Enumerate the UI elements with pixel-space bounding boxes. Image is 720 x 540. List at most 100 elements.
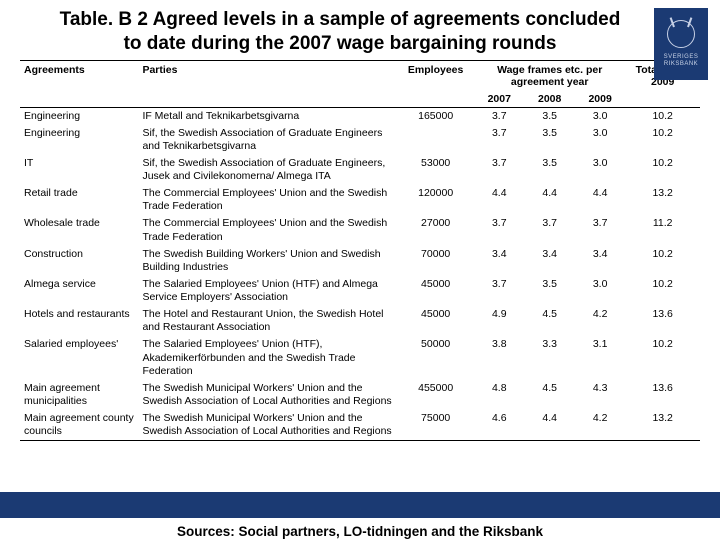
crest-icon — [667, 20, 695, 48]
cell-2007: 3.7 — [474, 107, 524, 125]
table-row: Retail tradeThe Commercial Employees' Un… — [20, 185, 700, 215]
cell-total: 13.6 — [625, 306, 700, 336]
cell-agreement: Construction — [20, 246, 138, 276]
cell-employees: 50000 — [397, 336, 474, 379]
cell-parties: The Swedish Municipal Workers' Union and… — [138, 380, 397, 410]
cell-agreement: Engineering — [20, 125, 138, 155]
title-block: Table. B 2 Agreed levels in a sample of … — [0, 0, 720, 60]
cell-2009: 3.0 — [575, 125, 625, 155]
cell-employees: 45000 — [397, 276, 474, 306]
col-agreements: Agreements — [20, 60, 138, 107]
cell-2008: 3.7 — [524, 215, 574, 245]
cell-parties: The Commercial Employees' Union and the … — [138, 185, 397, 215]
cell-2009: 3.0 — [575, 155, 625, 185]
logo-text: SVERIGES RIKSBANK — [664, 54, 699, 67]
cell-2008: 3.4 — [524, 246, 574, 276]
cell-agreement: Almega service — [20, 276, 138, 306]
col-wage-frames: Wage frames etc. per agreement year — [474, 60, 625, 90]
cell-agreement: Wholesale trade — [20, 215, 138, 245]
cell-2008: 4.5 — [524, 306, 574, 336]
col-parties: Parties — [138, 60, 397, 107]
cell-2009: 3.1 — [575, 336, 625, 379]
cell-employees: 120000 — [397, 185, 474, 215]
col-2008: 2008 — [524, 90, 574, 108]
cell-2008: 4.4 — [524, 185, 574, 215]
cell-parties: The Swedish Municipal Workers' Union and… — [138, 410, 397, 441]
table-row: ConstructionThe Swedish Building Workers… — [20, 246, 700, 276]
logo-line2: RIKSBANK — [664, 61, 698, 67]
col-2007: 2007 — [474, 90, 524, 108]
cell-2007: 4.8 — [474, 380, 524, 410]
cell-2007: 3.4 — [474, 246, 524, 276]
table-body: EngineeringIF Metall and Teknikarbetsgiv… — [20, 107, 700, 441]
cell-parties: IF Metall and Teknikarbetsgivarna — [138, 107, 397, 125]
cell-parties: The Swedish Building Workers' Union and … — [138, 246, 397, 276]
cell-total: 10.2 — [625, 107, 700, 125]
table-row: ITSif, the Swedish Association of Gradua… — [20, 155, 700, 185]
riksbank-logo: SVERIGES RIKSBANK — [654, 8, 708, 80]
cell-2008: 4.5 — [524, 380, 574, 410]
cell-2007: 4.9 — [474, 306, 524, 336]
cell-total: 13.2 — [625, 410, 700, 441]
table-head: Agreements Parties Employees Wage frames… — [20, 60, 700, 107]
cell-agreement: Main agreement county councils — [20, 410, 138, 441]
cell-2009: 4.2 — [575, 306, 625, 336]
cell-agreement: Retail trade — [20, 185, 138, 215]
cell-employees: 70000 — [397, 246, 474, 276]
table-row: Hotels and restaurantsThe Hotel and Rest… — [20, 306, 700, 336]
cell-agreement: Engineering — [20, 107, 138, 125]
cell-2008: 3.5 — [524, 155, 574, 185]
cell-employees — [397, 125, 474, 155]
logo-line1: SVERIGES — [664, 54, 699, 60]
cell-total: 10.2 — [625, 246, 700, 276]
cell-2008: 3.3 — [524, 336, 574, 379]
cell-2009: 3.0 — [575, 107, 625, 125]
cell-2009: 4.4 — [575, 185, 625, 215]
cell-2007: 3.8 — [474, 336, 524, 379]
cell-employees: 455000 — [397, 380, 474, 410]
cell-2009: 3.0 — [575, 276, 625, 306]
cell-2008: 3.5 — [524, 107, 574, 125]
cell-2007: 3.7 — [474, 276, 524, 306]
cell-2008: 3.5 — [524, 276, 574, 306]
cell-employees: 75000 — [397, 410, 474, 441]
cell-2009: 4.3 — [575, 380, 625, 410]
cell-employees: 165000 — [397, 107, 474, 125]
cell-agreement: Main agreement municipalities — [20, 380, 138, 410]
table-row: EngineeringIF Metall and Teknikarbetsgiv… — [20, 107, 700, 125]
cell-employees: 45000 — [397, 306, 474, 336]
cell-2007: 3.7 — [474, 215, 524, 245]
cell-2007: 3.7 — [474, 155, 524, 185]
cell-2008: 4.4 — [524, 410, 574, 441]
table-row: Salaried employees'The Salaried Employee… — [20, 336, 700, 379]
sources-text: Sources: Social partners, LO-tidningen a… — [0, 524, 720, 540]
cell-2007: 4.4 — [474, 185, 524, 215]
cell-agreement: IT — [20, 155, 138, 185]
cell-parties: Sif, the Swedish Association of Graduate… — [138, 125, 397, 155]
cell-total: 10.2 — [625, 155, 700, 185]
cell-agreement: Hotels and restaurants — [20, 306, 138, 336]
footer-bar — [0, 492, 720, 518]
cell-agreement: Salaried employees' — [20, 336, 138, 379]
col-employees: Employees — [397, 60, 474, 107]
cell-employees: 27000 — [397, 215, 474, 245]
cell-parties: The Salaried Employees' Union (HTF) and … — [138, 276, 397, 306]
cell-total: 11.2 — [625, 215, 700, 245]
col-2009: 2009 — [575, 90, 625, 108]
cell-parties: Sif, the Swedish Association of Graduate… — [138, 155, 397, 185]
slide: Table. B 2 Agreed levels in a sample of … — [0, 0, 720, 540]
table-row: Wholesale tradeThe Commercial Employees'… — [20, 215, 700, 245]
cell-parties: The Salaried Employees' Union (HTF), Aka… — [138, 336, 397, 379]
cell-2009: 4.2 — [575, 410, 625, 441]
table-wrapper: Agreements Parties Employees Wage frames… — [0, 60, 720, 442]
slide-title: Table. B 2 Agreed levels in a sample of … — [20, 8, 700, 56]
table-row: Main agreement county councilsThe Swedis… — [20, 410, 700, 441]
cell-total: 10.2 — [625, 125, 700, 155]
cell-2009: 3.4 — [575, 246, 625, 276]
cell-total: 13.2 — [625, 185, 700, 215]
table-row: Main agreement municipalitiesThe Swedish… — [20, 380, 700, 410]
cell-parties: The Commercial Employees' Union and the … — [138, 215, 397, 245]
cell-total: 10.2 — [625, 336, 700, 379]
header-row-1: Agreements Parties Employees Wage frames… — [20, 60, 700, 90]
cell-employees: 53000 — [397, 155, 474, 185]
